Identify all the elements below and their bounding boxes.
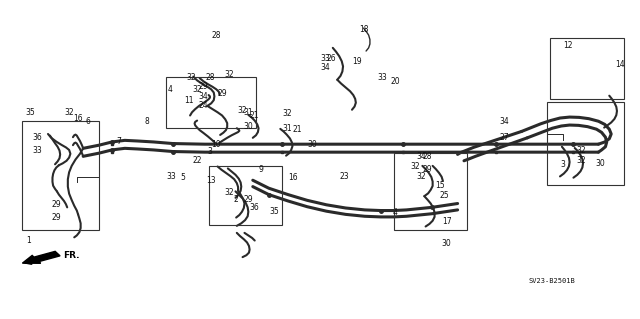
Text: 12: 12: [564, 41, 573, 50]
Text: 32: 32: [186, 73, 196, 82]
FancyArrow shape: [22, 251, 60, 263]
Text: 29: 29: [243, 195, 253, 204]
Text: 1: 1: [26, 236, 31, 245]
Text: 32: 32: [576, 156, 586, 165]
Text: 29: 29: [51, 200, 61, 209]
Text: 29: 29: [218, 89, 228, 98]
Text: 24: 24: [198, 101, 209, 110]
Text: 32: 32: [416, 172, 426, 181]
Text: SV23-B2501B: SV23-B2501B: [528, 278, 575, 284]
Text: 33: 33: [166, 172, 177, 181]
Text: 32: 32: [64, 108, 74, 117]
Text: 6: 6: [86, 117, 91, 126]
Text: 16: 16: [73, 114, 83, 123]
Text: 32: 32: [224, 70, 234, 78]
Text: FR.: FR.: [63, 251, 79, 260]
Text: 33: 33: [32, 146, 42, 155]
Text: 36: 36: [32, 133, 42, 142]
Text: 32: 32: [410, 162, 420, 171]
Text: 21: 21: [293, 125, 302, 134]
Text: 22: 22: [193, 156, 202, 165]
Text: 30: 30: [243, 122, 253, 130]
Text: 33: 33: [320, 54, 330, 63]
Text: 5: 5: [180, 173, 185, 182]
Text: 2: 2: [233, 195, 238, 204]
Text: 25: 25: [440, 191, 450, 200]
Text: 26: 26: [326, 54, 337, 63]
Text: 3: 3: [561, 160, 566, 169]
Text: 15: 15: [435, 181, 445, 190]
Text: 36: 36: [250, 204, 260, 212]
Text: 28: 28: [423, 152, 432, 161]
Bar: [166, 77, 256, 128]
Text: 27: 27: [499, 133, 509, 142]
Text: 34: 34: [320, 63, 330, 72]
Text: 14: 14: [614, 60, 625, 69]
Text: 21: 21: [250, 111, 259, 120]
Bar: [394, 153, 467, 230]
Bar: [547, 102, 624, 185]
Text: 29: 29: [198, 82, 209, 91]
Text: 29: 29: [51, 213, 61, 222]
Text: 31: 31: [282, 124, 292, 133]
Text: 34: 34: [198, 92, 209, 101]
Text: 35: 35: [26, 108, 36, 117]
Bar: [22, 121, 99, 230]
Text: 32: 32: [237, 106, 247, 115]
Text: 11: 11: [184, 96, 193, 105]
Bar: [209, 166, 282, 225]
Text: 20: 20: [390, 77, 401, 86]
Bar: [550, 38, 624, 99]
Text: 32: 32: [224, 188, 234, 197]
Text: 10: 10: [211, 140, 221, 149]
Text: 4: 4: [393, 208, 398, 217]
Text: 30: 30: [595, 159, 605, 168]
Text: 13: 13: [206, 176, 216, 185]
Text: 30: 30: [442, 239, 452, 248]
Text: 28: 28: [205, 73, 214, 82]
Text: 32: 32: [282, 109, 292, 118]
Text: 3: 3: [207, 147, 212, 156]
Text: 34: 34: [416, 152, 426, 161]
Text: 34: 34: [499, 117, 509, 126]
Text: 28: 28: [212, 31, 221, 40]
Text: 18: 18: [359, 25, 368, 34]
Text: 4: 4: [167, 85, 172, 94]
Text: 33: 33: [378, 73, 388, 82]
Text: 8: 8: [145, 117, 150, 126]
Text: 32: 32: [192, 85, 202, 94]
Text: 17: 17: [442, 217, 452, 226]
Text: 7: 7: [116, 137, 121, 146]
Text: 35: 35: [269, 207, 279, 216]
Text: 32: 32: [576, 146, 586, 155]
Text: 29: 29: [422, 165, 433, 174]
Text: 9: 9: [259, 165, 264, 174]
Text: 30: 30: [307, 140, 317, 149]
Text: 23: 23: [339, 172, 349, 181]
Text: 19: 19: [352, 57, 362, 66]
Text: 16: 16: [288, 173, 298, 182]
Text: 31: 31: [243, 108, 253, 117]
